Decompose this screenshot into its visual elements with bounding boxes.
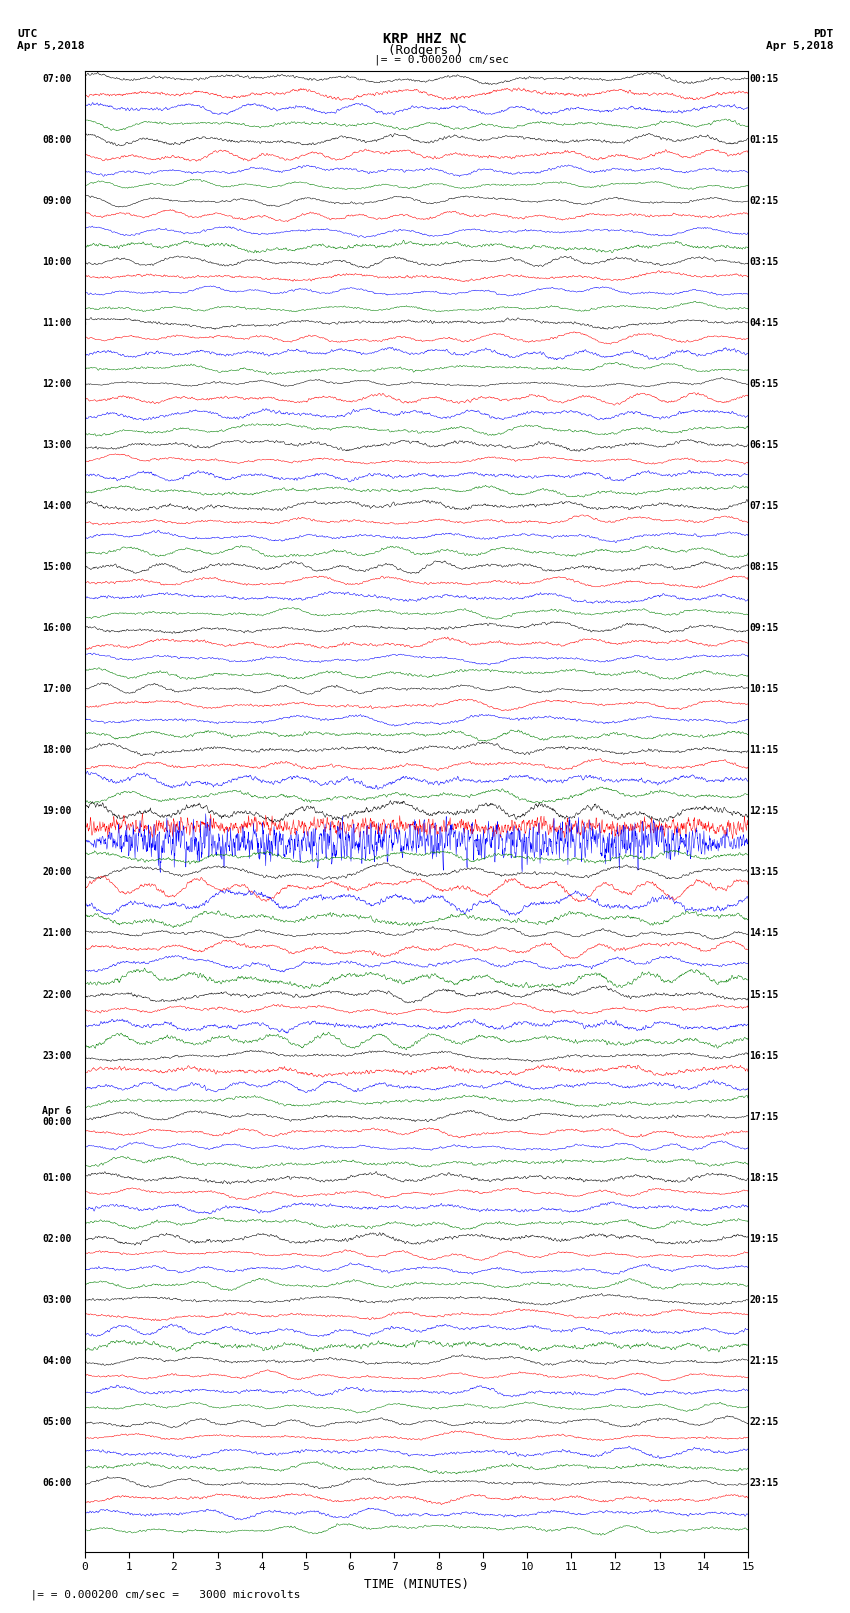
Text: 06:15: 06:15	[750, 440, 779, 450]
Text: 23:00: 23:00	[42, 1050, 71, 1061]
Text: 18:15: 18:15	[750, 1173, 779, 1182]
Text: 17:00: 17:00	[42, 684, 71, 694]
Text: 02:00: 02:00	[42, 1234, 71, 1244]
Text: 17:15: 17:15	[750, 1111, 779, 1121]
Text: 22:15: 22:15	[750, 1416, 779, 1428]
Text: 22:00: 22:00	[42, 989, 71, 1000]
Text: 06:00: 06:00	[42, 1478, 71, 1489]
Text: 11:15: 11:15	[750, 745, 779, 755]
Text: 20:00: 20:00	[42, 868, 71, 877]
Text: 14:15: 14:15	[750, 929, 779, 939]
Text: 07:15: 07:15	[750, 502, 779, 511]
Text: Apr 6
00:00: Apr 6 00:00	[42, 1107, 71, 1127]
Text: 05:15: 05:15	[750, 379, 779, 389]
Text: 12:15: 12:15	[750, 806, 779, 816]
Text: 03:00: 03:00	[42, 1295, 71, 1305]
Text: 15:15: 15:15	[750, 989, 779, 1000]
Text: 12:00: 12:00	[42, 379, 71, 389]
Text: 10:00: 10:00	[42, 256, 71, 266]
Text: 07:00: 07:00	[42, 74, 71, 84]
Text: |= = 0.000200 cm/sec =   3000 microvolts: |= = 0.000200 cm/sec = 3000 microvolts	[17, 1589, 301, 1600]
Text: 08:00: 08:00	[42, 134, 71, 145]
Text: PDT
Apr 5,2018: PDT Apr 5,2018	[766, 29, 833, 50]
Text: 13:00: 13:00	[42, 440, 71, 450]
Text: 14:00: 14:00	[42, 502, 71, 511]
Text: 19:00: 19:00	[42, 806, 71, 816]
Text: 15:00: 15:00	[42, 561, 71, 573]
Text: 04:15: 04:15	[750, 318, 779, 327]
Text: 11:00: 11:00	[42, 318, 71, 327]
X-axis label: TIME (MINUTES): TIME (MINUTES)	[364, 1578, 469, 1590]
Text: 01:00: 01:00	[42, 1173, 71, 1182]
Text: KRP HHZ NC: KRP HHZ NC	[383, 32, 467, 47]
Text: 23:15: 23:15	[750, 1478, 779, 1489]
Text: 21:15: 21:15	[750, 1357, 779, 1366]
Text: 04:00: 04:00	[42, 1357, 71, 1366]
Text: 09:15: 09:15	[750, 623, 779, 634]
Text: 19:15: 19:15	[750, 1234, 779, 1244]
Text: 18:00: 18:00	[42, 745, 71, 755]
Text: 05:00: 05:00	[42, 1416, 71, 1428]
Text: 10:15: 10:15	[750, 684, 779, 694]
Text: UTC
Apr 5,2018: UTC Apr 5,2018	[17, 29, 84, 50]
Text: 16:15: 16:15	[750, 1050, 779, 1061]
Text: |= = 0.000200 cm/sec: |= = 0.000200 cm/sec	[374, 55, 509, 66]
Text: 08:15: 08:15	[750, 561, 779, 573]
Text: 00:15: 00:15	[750, 74, 779, 84]
Text: 03:15: 03:15	[750, 256, 779, 266]
Text: 09:00: 09:00	[42, 195, 71, 206]
Text: 20:15: 20:15	[750, 1295, 779, 1305]
Text: (Rodgers ): (Rodgers )	[388, 44, 462, 56]
Text: 01:15: 01:15	[750, 134, 779, 145]
Text: 13:15: 13:15	[750, 868, 779, 877]
Text: 02:15: 02:15	[750, 195, 779, 206]
Text: 16:00: 16:00	[42, 623, 71, 634]
Text: 21:00: 21:00	[42, 929, 71, 939]
